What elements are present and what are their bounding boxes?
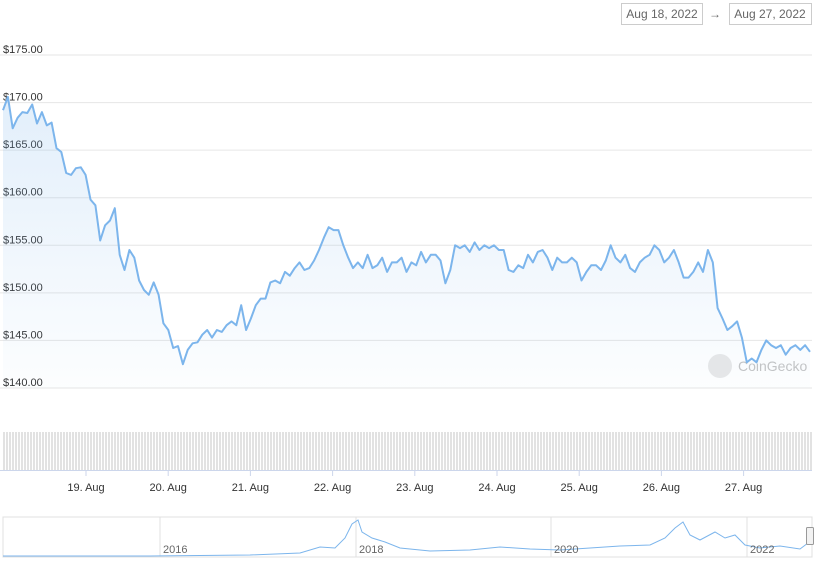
y-tick-label: $175.00 [3, 44, 43, 56]
navigator-label: 2022 [750, 544, 774, 556]
range-separator: → [709, 7, 721, 21]
x-tick-label: 22. Aug [314, 482, 351, 494]
range-from-box[interactable] [621, 3, 703, 25]
volume-bars [3, 432, 812, 470]
x-tick-label: 21. Aug [232, 482, 269, 494]
date-range: Aug 18, 2022 → Aug 27, 2022 [621, 3, 812, 25]
navigator-line [3, 519, 809, 557]
range-to-box[interactable] [729, 3, 812, 25]
price-line [2, 95, 811, 366]
navigator-label: 2020 [554, 544, 578, 556]
navigator: 2016 2018 2020 2022 [2, 516, 814, 558]
x-tick-label: 27. Aug [725, 482, 762, 494]
x-tick-label: 25. Aug [561, 482, 598, 494]
x-tick-label: 26. Aug [643, 482, 680, 494]
navigator-frame [2, 516, 813, 558]
range-to[interactable]: Aug 27, 2022 [734, 7, 806, 21]
navigator-handle[interactable] [806, 527, 814, 545]
x-tick-label: 24. Aug [478, 482, 515, 494]
x-tick-label: 20. Aug [150, 482, 187, 494]
y-tick-label: $170.00 [3, 92, 43, 104]
navigator-label: 2018 [359, 544, 383, 556]
area-fill [3, 96, 810, 389]
x-tick-label: 23. Aug [396, 482, 433, 494]
x-tick-label: 19. Aug [67, 482, 104, 494]
plot [2, 95, 811, 389]
navigator-label: 2016 [163, 544, 187, 556]
range-from[interactable]: Aug 18, 2022 [626, 7, 698, 21]
